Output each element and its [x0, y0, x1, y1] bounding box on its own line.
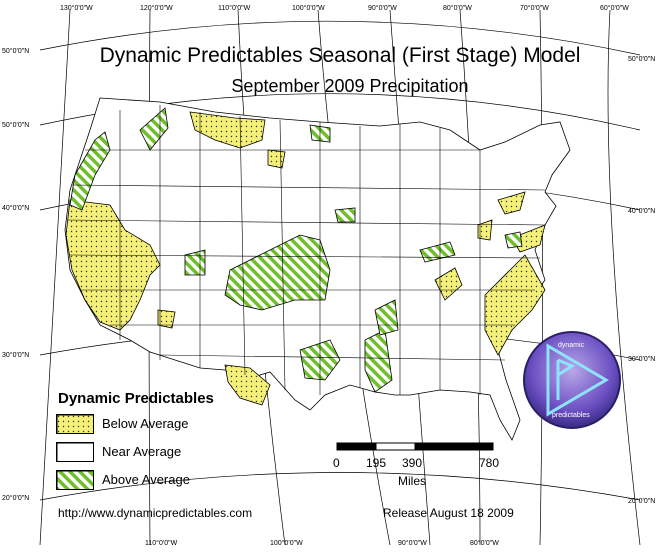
map-title: Dynamic Predictables Seasonal (First Sta… — [99, 44, 581, 67]
lat-label-right-50: 50°0'0"N — [628, 56, 656, 63]
lat-label-right-20: 20°0'0"N — [628, 498, 656, 505]
legend-label-near: Near Average — [102, 444, 182, 459]
lon-label-top-100: 100°0'0"W — [292, 5, 325, 12]
region-arkansas — [374, 299, 399, 336]
lon-label-top-60: 60°0'0"W — [600, 5, 629, 12]
division-lines — [67, 105, 546, 395]
lon-label-top-130: 130°0'0"W — [60, 5, 93, 12]
lon-label-top-120: 120°0'0"W — [140, 5, 173, 12]
legend-item-near: Near Average — [56, 442, 256, 464]
logo-bottom-text: predictables — [552, 412, 590, 419]
region-pacific-northwest — [69, 131, 111, 211]
legend-label-above: Above Average — [102, 472, 190, 487]
scalebar-seg-2 — [375, 442, 416, 451]
region-california — [65, 199, 161, 331]
scale-tick-195: 195 — [366, 456, 387, 470]
below-average-regions — [65, 111, 546, 406]
lat-label-left-30: 30°0'0"N — [2, 352, 30, 359]
legend-title: Dynamic Predictables — [58, 390, 214, 407]
lat-label-right-30: 30°0'0"N — [628, 356, 656, 363]
logo-top-text: dynamic — [558, 342, 585, 349]
region-new-england — [497, 191, 526, 215]
lon-label-bottom-80: 80°0'0"W — [470, 540, 499, 547]
region-arizona — [157, 309, 176, 329]
scale-tick-780: 780 — [479, 456, 500, 470]
scale-tick-390: 390 — [402, 456, 423, 470]
region-carolinas — [484, 254, 546, 356]
lat-label-left-50b: 50°0'0"N — [2, 122, 30, 129]
release-date: Release August 18 2009 — [383, 506, 514, 520]
lat-label-left-20: 20°0'0"N — [2, 495, 30, 502]
map-subtitle: September 2009 Precipitation — [231, 76, 469, 96]
region-montana-east — [267, 149, 286, 169]
legend-item-below: Below Average — [56, 414, 256, 436]
lon-label-top-110: 110°0'0"W — [218, 5, 251, 12]
region-appalachia — [434, 267, 463, 301]
lon-label-bottom-90: 90°0'0"W — [398, 540, 427, 547]
legend-label-below: Below Average — [102, 416, 189, 431]
legend-item-above: Above Average — [56, 470, 256, 492]
legend-swatch-below — [56, 414, 94, 434]
lat-label-right-40: 40°0'0"N — [628, 208, 656, 215]
region-idaho — [139, 107, 169, 151]
website-link[interactable]: http://www.dynamicpredictables.com — [58, 506, 253, 520]
region-new-york — [504, 231, 523, 249]
scale-tick-0: 0 — [333, 456, 340, 470]
region-south-texas — [224, 364, 271, 406]
legend-swatch-above — [56, 470, 94, 490]
legend-swatch-near — [56, 442, 94, 462]
lat-label-left-50a: 50°0'0"N — [2, 48, 30, 55]
us-map — [64, 97, 571, 441]
region-iowa — [334, 207, 356, 223]
scale-unit: Miles — [398, 474, 427, 488]
scalebar-seg-1 — [336, 442, 377, 451]
region-ohio — [477, 219, 493, 241]
scalebar — [336, 442, 494, 451]
lon-label-top-80: 80°0'0"W — [443, 5, 472, 12]
lon-label-bottom-110: 110°0'0"W — [145, 540, 178, 547]
region-central-rockies — [224, 234, 331, 311]
scalebar-seg-3 — [414, 442, 494, 451]
logo — [523, 331, 621, 429]
lon-label-top-70: 70°0'0"W — [520, 5, 549, 12]
lat-label-left-40: 40°0'0"N — [2, 205, 30, 212]
lon-label-top-90: 90°0'0"W — [368, 5, 397, 12]
lon-label-bottom-100: 100°0'0"W — [270, 540, 303, 547]
